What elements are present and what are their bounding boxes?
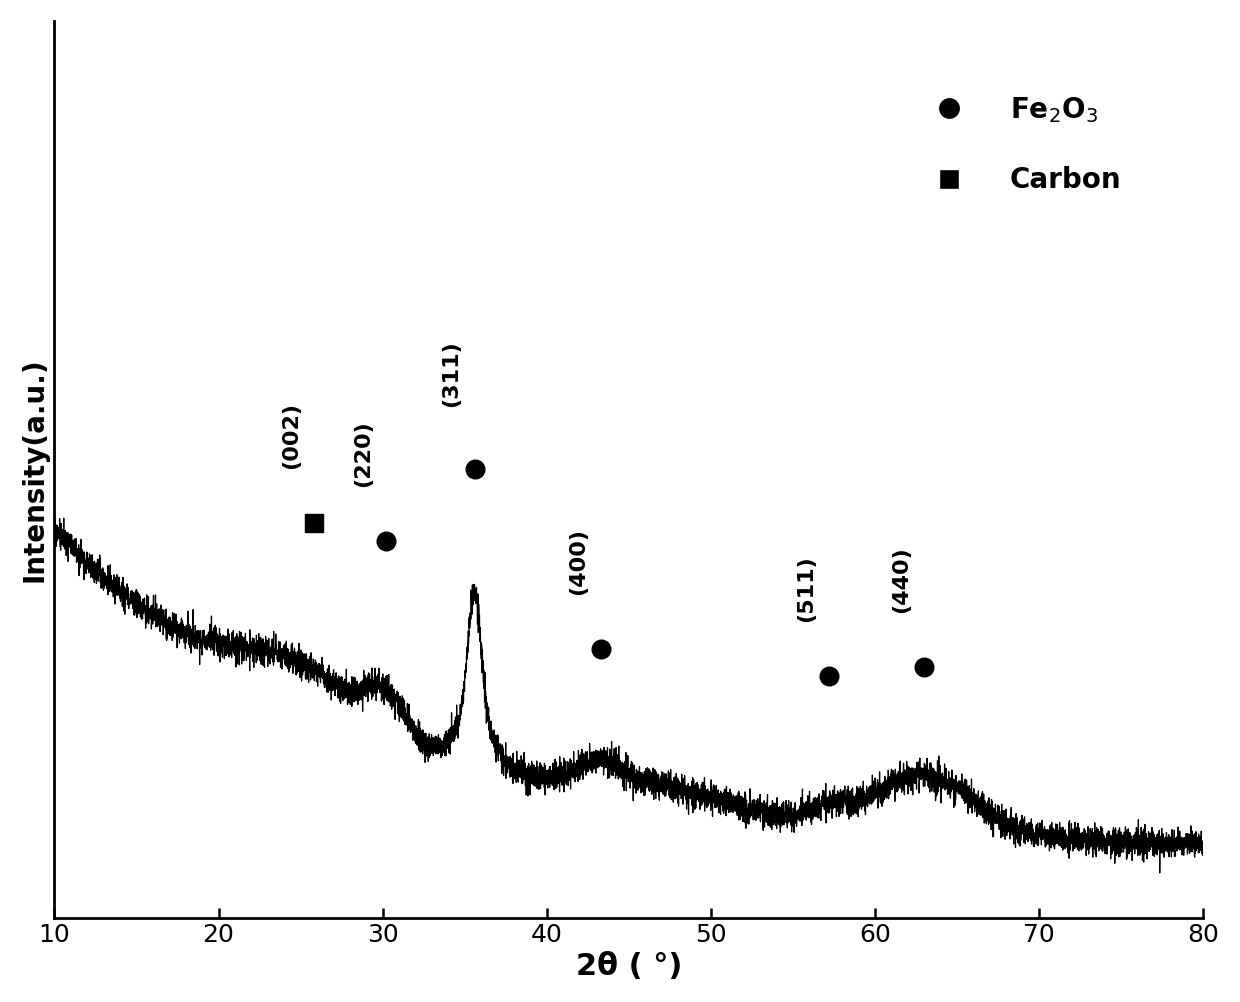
Point bbox=[376, 533, 396, 549]
Text: (002): (002) bbox=[280, 402, 301, 469]
Point bbox=[304, 515, 324, 531]
Text: (311): (311) bbox=[441, 340, 461, 407]
Point bbox=[820, 667, 839, 683]
Point bbox=[465, 461, 485, 477]
Point bbox=[914, 658, 934, 674]
X-axis label: 2θ ( °): 2θ ( °) bbox=[575, 952, 682, 981]
Text: (220): (220) bbox=[353, 421, 373, 487]
Text: (511): (511) bbox=[796, 555, 816, 622]
Y-axis label: Intensity(a.u.): Intensity(a.u.) bbox=[21, 357, 48, 581]
Text: (440): (440) bbox=[892, 546, 911, 613]
Point bbox=[591, 640, 611, 656]
Text: (400): (400) bbox=[568, 528, 588, 595]
Legend: Fe$_2$O$_3$, Carbon: Fe$_2$O$_3$, Carbon bbox=[888, 62, 1154, 227]
